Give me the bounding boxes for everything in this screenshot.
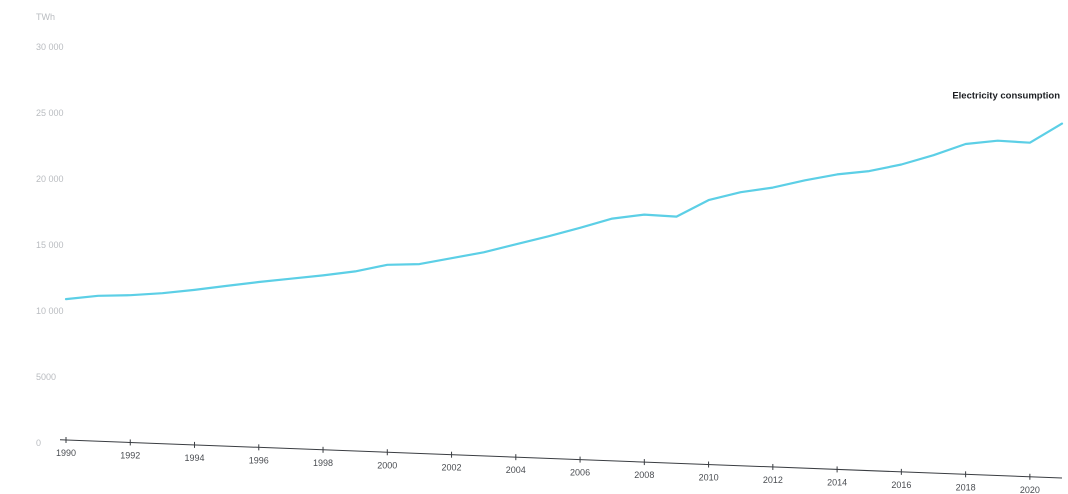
y-tick-label: 0: [36, 438, 41, 448]
x-tick-label: 2016: [891, 480, 911, 490]
x-axis-line: [59, 439, 1063, 479]
x-tick-label: 2006: [570, 468, 590, 478]
x-tick-label: 1992: [120, 450, 140, 460]
x-tick-label: 2008: [634, 470, 654, 480]
series-label: Electricity consumption: [952, 91, 1060, 102]
x-tick-label: 1990: [56, 448, 76, 458]
x-tick-label: 1998: [313, 458, 333, 468]
x-tick-label: 1996: [249, 455, 269, 465]
series-line: [64, 122, 1064, 301]
x-tick-label: 1994: [185, 453, 205, 463]
x-tick-label: 2014: [827, 477, 847, 487]
y-tick-label: 25 000: [36, 108, 64, 118]
x-tick-label: 2010: [699, 473, 719, 483]
x-tick-label: 2000: [377, 460, 397, 470]
y-tick-label: 20 000: [36, 174, 64, 184]
y-tick-label: 10 000: [36, 306, 64, 316]
y-tick-label: 5000: [36, 372, 56, 382]
y-axis-ticks: 0 5000 10 000 15 000 20 000 25 000 30 000: [36, 42, 64, 448]
x-tick-label: 2020: [1020, 485, 1040, 494]
x-tick-label: 2002: [442, 463, 462, 473]
x-tick-label: 2018: [956, 482, 976, 492]
y-axis-unit-label: TWh: [36, 12, 55, 22]
x-tick-label: 2004: [506, 465, 526, 475]
y-tick-label: 30 000: [36, 42, 64, 52]
y-tick-label: 15 000: [36, 240, 64, 250]
x-axis-ticks: 1990 1992 1994 1996 1998 2000 2002 2004 2006 2008…: [56, 437, 1040, 494]
x-tick-label: 2012: [763, 475, 783, 485]
series-group: Electricity consumption: [64, 91, 1064, 301]
